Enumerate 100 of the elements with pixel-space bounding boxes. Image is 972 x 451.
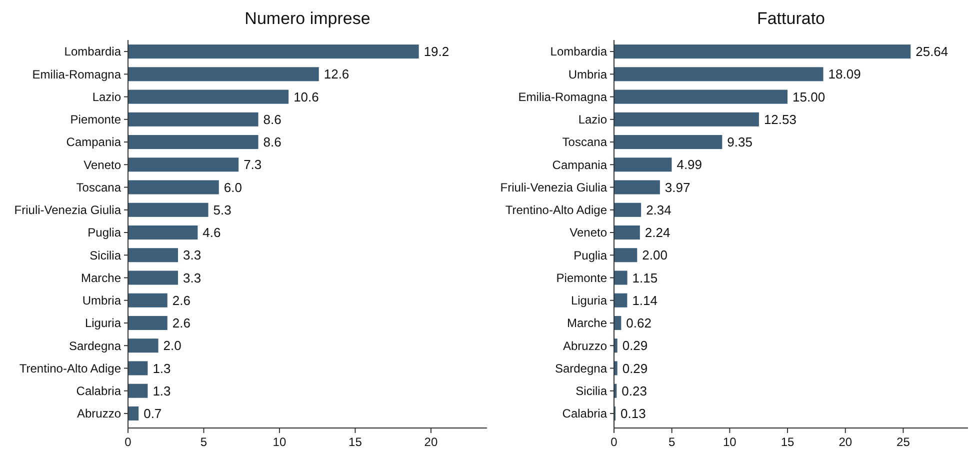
bar: [128, 67, 319, 82]
data-label: 0.13: [620, 406, 646, 422]
data-label: 8.6: [263, 112, 282, 127]
bar: [614, 225, 640, 240]
y-tick-label: Liguria: [570, 294, 608, 308]
data-label: 12.6: [324, 66, 350, 82]
y-tick-label: Friuli-Venezia Giulia: [500, 180, 608, 194]
bar: [128, 361, 148, 376]
bar: [128, 338, 158, 353]
y-tick-label: Trentino-Alto Adige: [505, 203, 608, 218]
y-tick-label: Trentino-Alto Adige: [19, 361, 122, 376]
y-tick-label: Marche: [566, 316, 608, 330]
chart-title: Fatturato: [756, 9, 826, 28]
bar: [614, 248, 638, 262]
data-label: 12.53: [764, 112, 796, 127]
x-tick-label: 20: [838, 435, 852, 449]
bar: [128, 112, 258, 126]
y-tick-label: Piemonte: [70, 112, 122, 127]
y-tick-label: Toscana: [562, 135, 608, 150]
data-label: 3.3: [182, 270, 202, 286]
bar: [128, 225, 198, 240]
data-label: 9.35: [727, 134, 752, 150]
data-label: 3.97: [664, 180, 690, 195]
y-tick-label: Puglia: [574, 248, 608, 262]
data-label: 15.00: [792, 89, 826, 104]
data-label: 2.0: [163, 338, 182, 354]
data-label: 3.3: [182, 248, 202, 263]
y-tick-label: Lombardia: [64, 44, 122, 59]
y-tick-label: Calabria: [76, 384, 122, 398]
bar: [614, 90, 788, 104]
x-tick-label: 15: [780, 435, 795, 449]
data-label: 7.3: [244, 157, 262, 172]
bar: [614, 180, 660, 194]
data-label: 0.7: [144, 406, 162, 422]
data-label: 2.00: [642, 248, 668, 263]
bar: [128, 202, 208, 217]
data-label: 19.2: [424, 44, 450, 60]
data-label: 0.62: [626, 316, 652, 331]
data-label: 5.3: [213, 202, 232, 218]
data-label: 0.29: [622, 360, 648, 376]
bar: [614, 293, 628, 308]
data-label: 6.0: [224, 180, 242, 195]
chart-title: Numero imprese: [244, 9, 370, 28]
bar: [128, 316, 168, 330]
data-label: 0.23: [622, 383, 647, 398]
bar: [128, 135, 258, 150]
bar: [128, 90, 289, 104]
y-tick-label: Calabria: [562, 406, 608, 421]
bar: [128, 248, 178, 262]
y-tick-label: Campania: [552, 158, 608, 172]
data-label: 2.24: [644, 225, 670, 240]
y-tick-label: Umbria: [568, 67, 608, 82]
x-tick-label: 10: [272, 435, 286, 449]
bar: [128, 158, 239, 172]
y-tick-label: Marche: [80, 270, 122, 285]
data-label: 2.34: [646, 202, 672, 218]
bar: [128, 384, 148, 398]
data-label: 18.09: [828, 66, 861, 82]
x-tick-label: 5: [200, 435, 208, 449]
data-label: 1.14: [632, 292, 658, 308]
data-label: 4.99: [676, 157, 702, 172]
x-tick-label: 5: [668, 435, 676, 449]
data-label: 2.6: [172, 316, 190, 331]
bar: [614, 158, 672, 172]
y-tick-label: Lazio: [92, 90, 122, 104]
y-tick-label: Sicilia: [90, 248, 122, 262]
y-tick-label: Veneto: [84, 158, 122, 172]
x-tick-label: 10: [723, 435, 737, 449]
data-label: 8.6: [263, 134, 282, 150]
bar: [128, 180, 219, 194]
y-tick-label: Abruzzo: [76, 406, 122, 421]
y-tick-label: Abruzzo: [562, 338, 608, 353]
x-tick-label: 20: [424, 435, 438, 449]
bar: [614, 202, 642, 217]
x-tick-label: 0: [610, 435, 618, 449]
data-label: 1.3: [152, 383, 171, 398]
y-tick-label: Puglia: [88, 226, 122, 240]
bar: [128, 270, 178, 285]
data-label: 1.15: [632, 270, 658, 286]
bar: [614, 135, 722, 150]
bar: [614, 67, 824, 82]
y-tick-label: Sardegna: [68, 338, 122, 353]
x-tick-label: 0: [124, 435, 132, 449]
data-label: 4.6: [202, 225, 221, 240]
y-tick-label: Emilia-Romagna: [518, 90, 608, 104]
bar: [128, 44, 419, 59]
y-tick-label: Emilia-Romagna: [32, 67, 122, 82]
y-tick-label: Campania: [66, 135, 122, 150]
y-tick-label: Toscana: [76, 180, 122, 194]
bar: [614, 316, 622, 330]
bar: [614, 112, 759, 126]
y-tick-label: Umbria: [82, 294, 122, 308]
data-label: 10.6: [294, 89, 319, 104]
x-tick-label: 15: [348, 435, 362, 449]
bar: [128, 406, 139, 420]
bar: [128, 293, 168, 308]
bar: [614, 44, 911, 59]
x-tick-label: 25: [896, 435, 910, 449]
data-label: 25.64: [916, 44, 948, 60]
y-tick-label: Piemonte: [556, 270, 608, 285]
